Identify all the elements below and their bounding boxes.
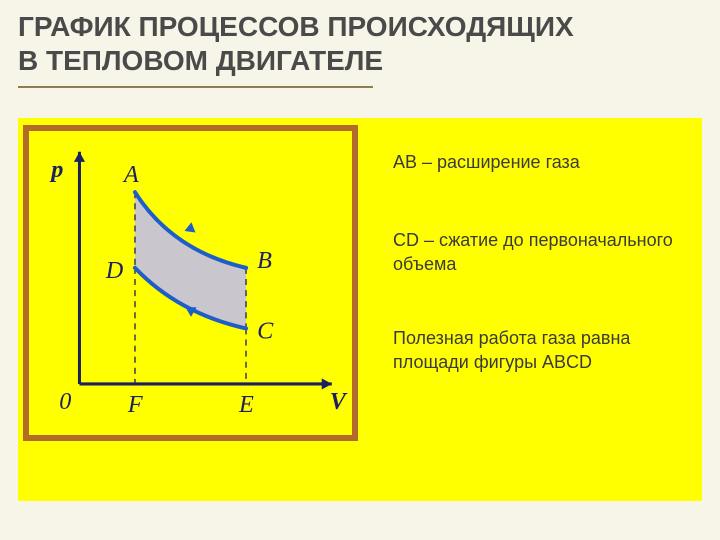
slide: ГРАФИК ПРОЦЕССОВ ПРОИСХОДЯЩИХ В ТЕПЛОВОМ…	[0, 0, 720, 540]
chart-frame: p V 0 A B C D F E	[23, 125, 358, 441]
content-box: p V 0 A B C D F E АВ – расширение газа CD – сжат…	[18, 118, 702, 501]
text-cd-compression: CD – сжатие до первоначального объема	[393, 228, 683, 277]
title-line-1: ГРАФИК ПРОЦЕССОВ ПРОИСХОДЯЩИХ	[18, 11, 574, 42]
chart-label-C: C	[257, 318, 274, 345]
chart-label-B: B	[257, 247, 272, 274]
chart-label-O: 0	[59, 388, 71, 415]
title-underline	[18, 86, 373, 88]
chart-label-p: p	[49, 156, 63, 183]
chart-label-E: E	[238, 391, 254, 418]
text-ab-expansion: АВ – расширение газа	[393, 150, 683, 174]
pv-diagram: p V 0 A B C D F E	[29, 131, 352, 435]
chart-label-D: D	[105, 257, 124, 284]
chart-label-V: V	[330, 388, 348, 415]
title-line-2: В ТЕПЛОВОМ ДВИГАТЕЛЕ	[18, 45, 383, 76]
chart-label-F: F	[127, 391, 143, 418]
slide-title: ГРАФИК ПРОЦЕССОВ ПРОИСХОДЯЩИХ В ТЕПЛОВОМ…	[18, 10, 574, 77]
text-useful-work: Полезная работа газа равна площади фигур…	[393, 326, 683, 375]
chart-label-A: A	[122, 161, 139, 188]
